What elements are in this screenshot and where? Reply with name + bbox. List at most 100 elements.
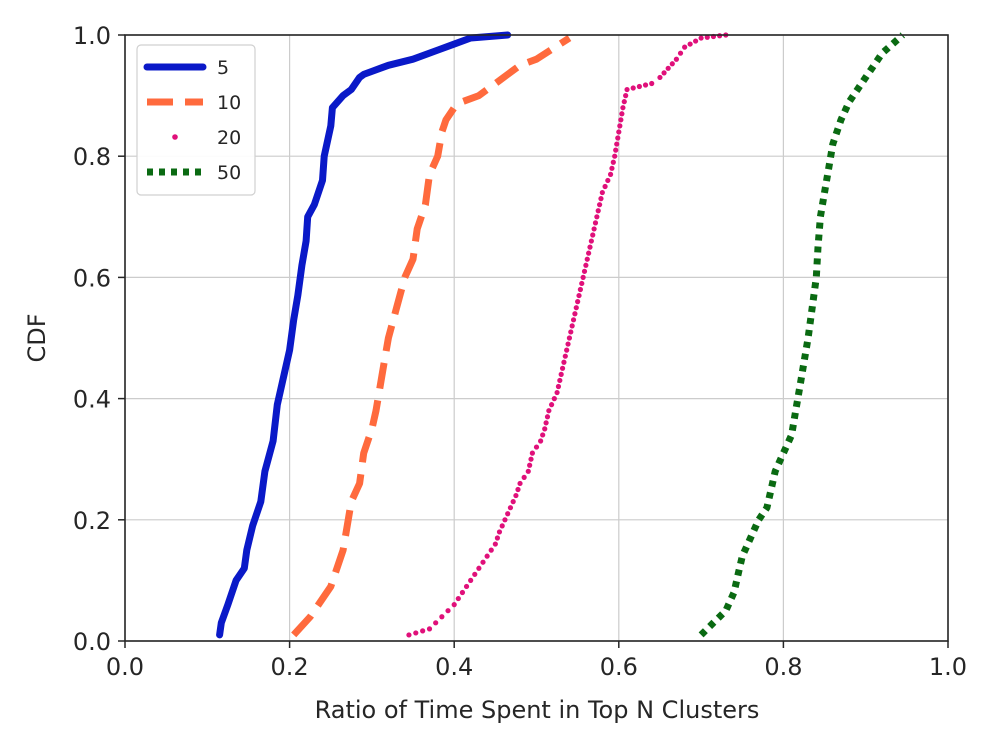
legend: 5 10 20 50 (136, 44, 256, 196)
series-20-point (476, 565, 482, 571)
x-axis-label: Ratio of Time Spent in Top N Clusters (315, 696, 760, 724)
series-20-point (529, 450, 535, 456)
series-20-dot (569, 323, 575, 329)
series-20-dot (630, 85, 636, 91)
legend-label-20: 20 (217, 127, 241, 149)
series-20-dot (576, 292, 582, 299)
series-20-point (562, 353, 568, 359)
legend-box (136, 44, 256, 196)
series-20-dot (564, 347, 570, 353)
legend-label-50: 50 (217, 162, 241, 184)
series-10-line (291, 35, 572, 638)
series-20-dot (661, 70, 667, 76)
series-20-point (570, 317, 577, 323)
tick-labels: 0.0 0.2 0.4 0.6 0.8 1.0 0.0 0.2 0.4 0.6 0.8 1.0 (73, 22, 967, 681)
series-20-dot (555, 383, 562, 390)
series-20-point (554, 389, 560, 396)
y-tick-label: 0.6 (73, 264, 111, 292)
series-20-point (620, 105, 626, 111)
series-20-point (599, 189, 605, 196)
legend-label-10: 10 (217, 92, 241, 114)
series-20-point (439, 614, 445, 620)
series-20-dot (577, 286, 583, 293)
series-20-point (426, 626, 433, 632)
series-20-dot (494, 535, 501, 541)
series-20-dot (559, 365, 566, 371)
series-20-point (492, 541, 498, 547)
series-20-dot (515, 486, 521, 493)
series-20-dot (693, 38, 699, 44)
y-tick-label: 0.2 (73, 507, 111, 535)
series-20-dot (665, 65, 671, 71)
series-20-dot (669, 61, 675, 67)
series-20-point (558, 371, 564, 377)
series-20-dot (618, 117, 624, 123)
axes (124, 34, 949, 642)
series-20-point (451, 602, 457, 608)
series-20-dot (605, 177, 611, 184)
series-20-dot (480, 559, 486, 565)
series-20 (406, 32, 729, 638)
series-20-dot (614, 141, 620, 147)
series-20-dot (551, 396, 557, 402)
series-20-point (525, 468, 531, 474)
series-20-dot (502, 517, 508, 523)
series-20-dot (413, 630, 419, 636)
series-20-point (513, 492, 519, 499)
series-20-dot (544, 414, 551, 420)
series-20-dot (619, 111, 625, 117)
series-5-line (216, 31, 512, 639)
legend-swatch-20 (172, 134, 178, 140)
series-20-dot (573, 305, 579, 311)
series-20-point (673, 56, 680, 62)
series-20-dot (704, 34, 710, 40)
series-20-dot (609, 165, 615, 171)
series-20-dot (592, 220, 599, 226)
series-20-dot (617, 123, 623, 129)
series-20-point (459, 589, 466, 596)
x-tick-label: 0.2 (271, 653, 309, 681)
series-20-dot (615, 135, 621, 141)
y-tick-label: 0.0 (73, 628, 111, 656)
series-20-dot (561, 359, 567, 365)
series-20-dot (621, 99, 627, 105)
series-20-point (505, 511, 511, 517)
series-20-dot (584, 256, 590, 262)
y-tick-label: 0.8 (73, 143, 111, 171)
series-20-point (624, 86, 630, 93)
series-20-dot (463, 583, 470, 590)
y-axis-label: CDF (23, 313, 51, 362)
series-20-point (612, 153, 618, 159)
series-20-dot (433, 620, 439, 626)
series-20-point (583, 262, 589, 268)
series-20-dot (590, 232, 596, 238)
series-20-dot (602, 183, 608, 190)
series-20-dot (455, 595, 461, 602)
series-10 (291, 35, 572, 638)
series-20-dot (533, 444, 540, 450)
series-20-dot (610, 159, 616, 165)
series-20-point (587, 244, 593, 250)
series-50 (698, 32, 906, 638)
x-tick-label: 0.0 (106, 653, 144, 681)
series-20-point (698, 35, 704, 41)
series-20-point (657, 74, 663, 81)
series-20-point (468, 577, 474, 584)
series-20-dot (540, 432, 546, 438)
series-20-dot (586, 250, 592, 256)
series-50-line (698, 32, 906, 638)
series-20-dot (420, 628, 426, 634)
series-20-dot (472, 571, 478, 577)
series-20-point (575, 299, 581, 305)
y-tick-label: 1.0 (73, 22, 111, 50)
series-20-point (517, 480, 523, 487)
x-tick-label: 1.0 (929, 653, 967, 681)
plot-frame (124, 34, 949, 642)
series-20-dot (507, 505, 514, 511)
series-20-dot (588, 238, 594, 244)
series-20-dot (636, 83, 642, 90)
series-20-dot (543, 420, 549, 426)
series-20-point (484, 553, 490, 559)
series-20-dot (445, 608, 451, 614)
